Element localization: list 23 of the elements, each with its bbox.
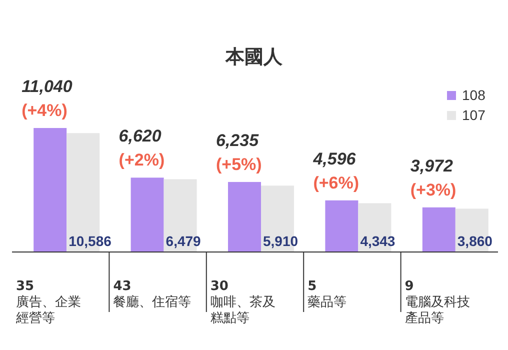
x-tick-label: 35 廣告、企業經營等 [15,279,81,326]
data-label: 4,343 [360,233,396,249]
x-tick-label: 5 藥品等 [308,279,347,310]
data-label: 5,910 [263,233,298,249]
data-label: 6,235 (+5%) [216,130,262,174]
x-tick-label: 43 餐廳、住宿等 [113,279,192,310]
data-label: 6,620 (+2%) [118,126,165,170]
bar [422,207,456,252]
bar [228,182,261,252]
legend-label: 107 [462,107,486,123]
data-label: 3,860 [457,233,493,249]
data-label: 6,479 [166,233,202,249]
data-label: 10,586 [68,233,112,249]
x-tick-label: 30 咖啡、茶及糕點等 [210,279,276,326]
bar [34,128,67,252]
data-label: 4,596 (+6%) [312,149,360,192]
bar [130,178,164,252]
bar [325,200,358,252]
chart-title: 本國人 [224,46,284,68]
x-tick-label: 9 電腦及科技產品等 [404,279,470,326]
data-label: 11,040 (+4%) [22,77,73,120]
data-label: 3,972 (+3%) [410,156,456,200]
legend-label: 108 [462,87,486,103]
